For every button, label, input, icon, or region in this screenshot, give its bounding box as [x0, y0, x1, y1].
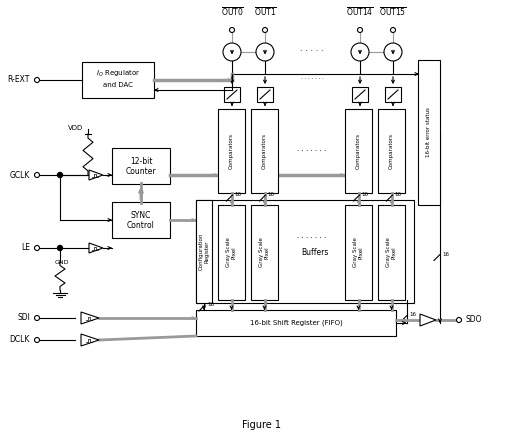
Circle shape — [34, 173, 40, 177]
Circle shape — [230, 28, 234, 32]
Bar — [418, 60, 440, 205]
Text: SYNC: SYNC — [131, 211, 151, 219]
Circle shape — [384, 43, 402, 61]
Circle shape — [34, 78, 40, 82]
Bar — [385, 87, 401, 102]
Bar — [112, 202, 170, 238]
Text: Comparators: Comparators — [356, 133, 361, 169]
Circle shape — [57, 246, 63, 251]
Polygon shape — [81, 312, 99, 324]
Bar — [82, 62, 154, 98]
Text: 12-bit: 12-bit — [130, 156, 152, 166]
Text: Figure 1: Figure 1 — [242, 420, 280, 430]
Text: $\overline{\mathrm{OUT1}}$: $\overline{\mathrm{OUT1}}$ — [254, 6, 277, 18]
Text: 16: 16 — [409, 312, 417, 318]
Bar — [196, 200, 212, 303]
Text: 16: 16 — [395, 192, 401, 198]
Text: · · · · · · ·: · · · · · · · — [298, 234, 327, 240]
Circle shape — [263, 28, 267, 32]
Text: · · · · ·: · · · · · — [300, 47, 324, 57]
Text: 16-bit error status: 16-bit error status — [426, 108, 432, 157]
Text: Gray Scale
Pixel: Gray Scale Pixel — [386, 237, 397, 268]
Circle shape — [358, 28, 362, 32]
Bar — [112, 148, 170, 184]
Bar — [218, 109, 245, 193]
Text: 16: 16 — [442, 252, 449, 257]
Bar — [224, 87, 240, 102]
Bar — [251, 205, 278, 300]
Text: DCLK: DCLK — [9, 336, 30, 345]
Bar — [196, 200, 414, 303]
Text: 16: 16 — [362, 192, 369, 198]
Text: Comparators: Comparators — [389, 133, 394, 169]
Text: VDD: VDD — [68, 125, 83, 131]
Text: $\overline{\mathrm{OUT14}}$: $\overline{\mathrm{OUT14}}$ — [346, 6, 374, 18]
Circle shape — [390, 28, 396, 32]
Text: Comparators: Comparators — [229, 133, 234, 169]
Text: $\overline{\mathrm{OUT15}}$: $\overline{\mathrm{OUT15}}$ — [379, 6, 407, 18]
Text: · · · · · · ·: · · · · · · · — [298, 148, 327, 154]
Text: Gray Scale
Pixel: Gray Scale Pixel — [353, 237, 364, 268]
Bar — [378, 109, 405, 193]
Circle shape — [223, 43, 241, 61]
Circle shape — [457, 318, 461, 322]
Bar — [218, 205, 245, 300]
Text: SDO: SDO — [465, 315, 481, 325]
Bar — [251, 109, 278, 193]
Polygon shape — [89, 243, 103, 253]
Circle shape — [34, 315, 40, 321]
Circle shape — [256, 43, 274, 61]
Polygon shape — [81, 334, 99, 346]
Bar — [352, 87, 368, 102]
Circle shape — [351, 43, 369, 61]
Text: Comparators: Comparators — [262, 133, 267, 169]
Bar — [378, 205, 405, 300]
Text: Buffers: Buffers — [301, 248, 329, 257]
Polygon shape — [89, 170, 103, 180]
Text: GND: GND — [55, 259, 69, 265]
Text: $I_O$ Regulator: $I_O$ Regulator — [96, 69, 140, 79]
Text: LE: LE — [21, 244, 30, 252]
Bar — [196, 310, 396, 336]
Text: GCLK: GCLK — [9, 170, 30, 180]
Text: and DAC: and DAC — [103, 82, 133, 88]
Circle shape — [34, 338, 40, 343]
Bar — [345, 109, 372, 193]
Text: Gray Scale
Pixel: Gray Scale Pixel — [226, 237, 237, 268]
Text: · · · · · · ·: · · · · · · · — [301, 77, 323, 81]
Text: Gray Scale
Pixel: Gray Scale Pixel — [259, 237, 270, 268]
Text: Configuration
Register: Configuration Register — [198, 233, 209, 270]
Bar — [345, 205, 372, 300]
Bar — [257, 87, 273, 102]
Text: 16: 16 — [234, 192, 242, 198]
Polygon shape — [420, 314, 436, 326]
Text: SDI: SDI — [17, 314, 30, 322]
Text: Counter: Counter — [126, 167, 156, 177]
Text: $\overline{\mathrm{OUT0}}$: $\overline{\mathrm{OUT0}}$ — [220, 6, 243, 18]
Text: 16: 16 — [207, 303, 214, 307]
Text: 16-bit Shift Register (FIFO): 16-bit Shift Register (FIFO) — [250, 320, 342, 326]
Text: Control: Control — [127, 222, 155, 230]
Circle shape — [34, 246, 40, 251]
Text: R-EXT: R-EXT — [8, 75, 30, 85]
Circle shape — [57, 173, 63, 177]
Text: 16: 16 — [267, 192, 275, 198]
